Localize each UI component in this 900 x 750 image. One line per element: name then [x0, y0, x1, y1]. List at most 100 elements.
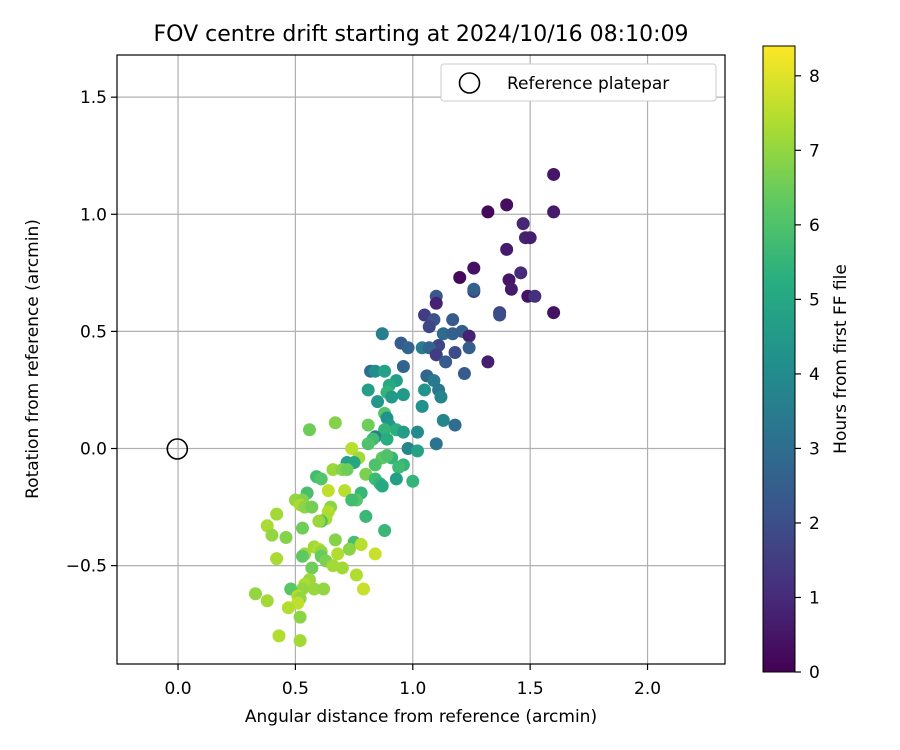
- data-point: [516, 217, 530, 231]
- legend-label-reference: Reference platepar: [507, 74, 669, 94]
- data-point: [368, 547, 382, 561]
- y-tick-label: 1.5: [80, 88, 107, 108]
- data-point: [396, 360, 410, 374]
- colorbar-tick-label: 6: [809, 216, 820, 236]
- data-point: [312, 514, 326, 528]
- x-tick-label: 1.0: [399, 679, 426, 699]
- data-point: [371, 395, 385, 409]
- data-point: [429, 437, 443, 451]
- data-point: [328, 533, 342, 547]
- data-point: [415, 399, 429, 413]
- data-point: [523, 231, 537, 245]
- colorbar-tick-label: 4: [809, 365, 820, 385]
- data-point: [547, 205, 561, 219]
- data-point: [462, 341, 476, 355]
- data-point: [249, 587, 263, 601]
- data-point: [446, 313, 460, 327]
- data-point: [279, 531, 293, 545]
- colorbar-tick-label: 7: [809, 141, 820, 161]
- colorbar-tick-label: 1: [809, 588, 820, 608]
- y-tick-label: 1.0: [80, 205, 107, 225]
- data-point: [434, 390, 448, 404]
- colorbar: [762, 45, 796, 673]
- data-point: [270, 552, 284, 566]
- data-point: [356, 582, 370, 596]
- data-point: [547, 306, 561, 320]
- data-point: [514, 266, 528, 280]
- reference-platepar-marker: [166, 438, 189, 460]
- data-point: [378, 523, 392, 537]
- data-point: [429, 296, 443, 310]
- data-point: [361, 437, 375, 451]
- y-axis-ticks: −0.5 0.0 0.5 1.0 1.5: [66, 88, 117, 577]
- data-point: [436, 327, 450, 341]
- data-point: [368, 364, 382, 378]
- data-point: [368, 458, 382, 472]
- data-point: [349, 568, 363, 582]
- data-point: [481, 355, 495, 369]
- data-point: [462, 329, 476, 343]
- data-point: [326, 463, 340, 477]
- data-point: [260, 594, 274, 608]
- data-point: [321, 484, 335, 498]
- colorbar-tick-label: 3: [809, 439, 820, 459]
- colorbar-tick-label: 0: [809, 663, 820, 683]
- data-point: [457, 367, 471, 381]
- data-point: [342, 542, 356, 556]
- data-point: [389, 472, 403, 486]
- legend-marker-reference: [458, 72, 481, 94]
- data-point: [500, 242, 514, 256]
- data-point: [385, 390, 399, 404]
- x-tick-label: 2.0: [634, 679, 661, 699]
- data-point: [328, 416, 342, 430]
- legend-box: [440, 63, 717, 102]
- data-point: [361, 383, 375, 397]
- data-point: [448, 345, 462, 359]
- x-axis-ticks: 0.0 0.5 1.0 1.5 2.0: [165, 664, 661, 699]
- data-point: [448, 418, 462, 432]
- x-tick-label: 0.5: [282, 679, 309, 699]
- data-point: [396, 425, 410, 439]
- data-point: [406, 474, 420, 488]
- data-point: [293, 634, 307, 648]
- data-point: [293, 610, 307, 624]
- data-point: [302, 423, 316, 437]
- x-tick-label: 1.5: [517, 679, 544, 699]
- data-point: [340, 463, 354, 477]
- colorbar-tick-label: 8: [809, 67, 820, 87]
- data-point: [528, 289, 542, 303]
- data-point: [375, 479, 389, 493]
- y-tick-label: −0.5: [66, 557, 107, 577]
- y-axis-label: Rotation from reference (arcmin): [23, 219, 43, 499]
- y-tick-label: 0.0: [80, 440, 107, 460]
- data-point: [410, 444, 424, 458]
- colorbar-label: Hours from first FF file: [831, 264, 851, 454]
- data-point: [380, 432, 394, 446]
- data-point: [422, 320, 436, 334]
- x-tick-label: 0.0: [165, 679, 192, 699]
- data-point: [345, 442, 359, 456]
- colorbar-ticks: 0 1 2 3 4 5 6 7 8: [795, 67, 820, 683]
- data-point: [504, 282, 518, 296]
- data-point: [396, 388, 410, 402]
- data-point: [467, 261, 481, 275]
- data-point: [295, 521, 309, 535]
- data-point: [307, 582, 321, 596]
- data-point: [272, 629, 286, 643]
- data-point: [265, 528, 279, 542]
- data-point: [281, 601, 295, 615]
- data-point: [439, 355, 453, 369]
- data-point: [305, 500, 319, 514]
- data-point: [547, 167, 561, 181]
- plot-frame: [116, 54, 726, 665]
- data-point: [305, 561, 319, 575]
- data-point: [378, 364, 392, 378]
- data-point: [335, 561, 349, 575]
- data-points: [249, 167, 561, 648]
- data-point: [418, 383, 432, 397]
- data-point: [500, 198, 514, 212]
- data-point: [453, 271, 467, 285]
- data-point: [359, 509, 373, 523]
- data-point: [380, 449, 394, 463]
